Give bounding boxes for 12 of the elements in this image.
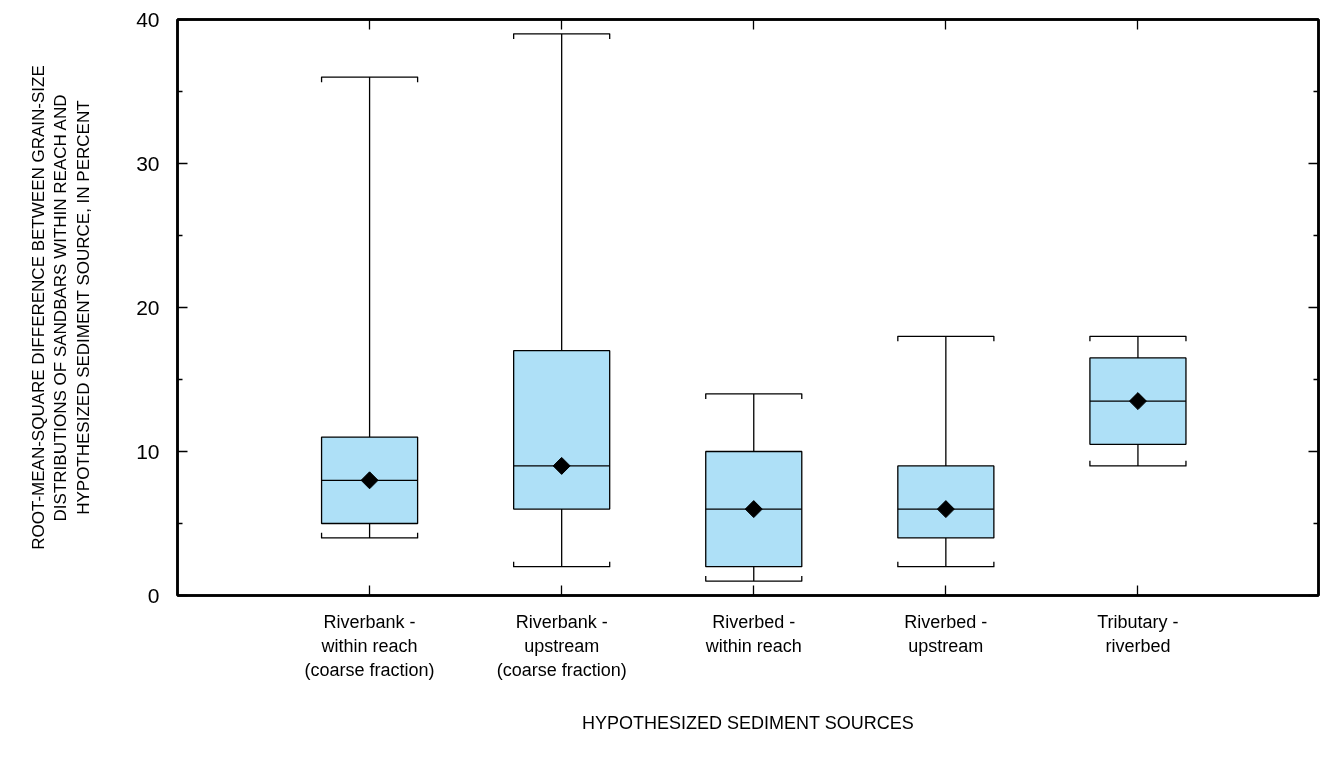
y-tick-label: 0 — [147, 583, 160, 607]
x-tick-label: Riverbed - within reach — [704, 611, 802, 656]
x-tick-label: Tributary - riverbed — [1097, 611, 1179, 656]
x-tick-label: Riverbank - within reach (coarse fraction) — [304, 611, 435, 680]
x-tick-label: Riverbed - upstream — [904, 611, 988, 656]
y-tick-label: 20 — [136, 295, 160, 319]
y-tick-label: 30 — [136, 151, 160, 175]
y-axis-title: ROOT-MEAN-SQUARE DIFFERENCE BETWEEN GRAIN-SIZE DISTRIBUTIONS OF SANDBARS WITHIN REACH AND HYPOTHESIZED SEDIMENT SOURCE, IN PERCENT — [28, 65, 94, 550]
y-tick-label: 40 — [136, 7, 160, 31]
x-tick-label: Riverbank - upstream (coarse fraction) — [496, 611, 627, 680]
y-tick-label: 10 — [136, 439, 160, 463]
x-axis-title: HYPOTHESIZED SEDIMENT SOURCES — [581, 712, 914, 733]
